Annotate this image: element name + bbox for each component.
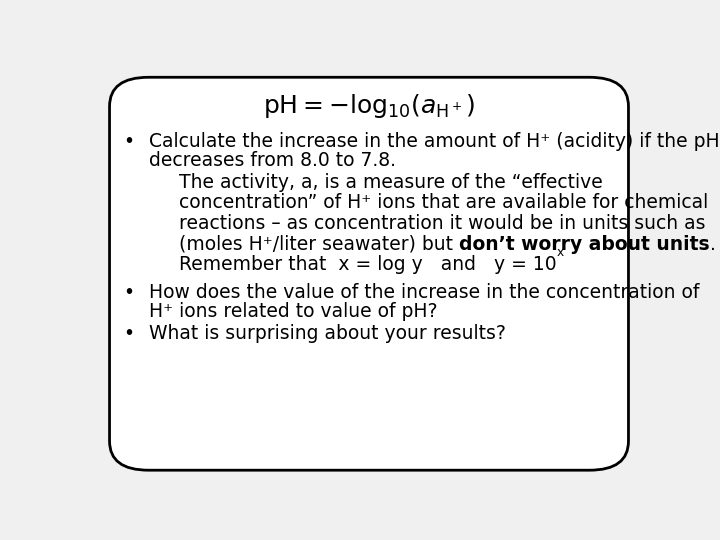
- Text: How does the value of the increase in the concentration of: How does the value of the increase in th…: [148, 283, 699, 302]
- Text: $\mathsf{pH{=}{-}log_{10}(}$$\mathit{a}$$_{\mathsf{H^+}}\mathsf{)}$: $\mathsf{pH{=}{-}log_{10}(}$$\mathit{a}$…: [263, 92, 475, 120]
- Text: concentration” of H⁺ ions that are available for chemical: concentration” of H⁺ ions that are avail…: [179, 193, 708, 212]
- Text: x: x: [557, 246, 564, 259]
- Text: decreases from 8.0 to 7.8.: decreases from 8.0 to 7.8.: [148, 151, 395, 170]
- Text: H⁺ ions related to value of pH?: H⁺ ions related to value of pH?: [148, 301, 437, 321]
- Text: •: •: [124, 132, 135, 151]
- Text: reactions – as concentration it would be in units such as: reactions – as concentration it would be…: [179, 214, 706, 233]
- Text: Remember that  x = log y   and   y = 10: Remember that x = log y and y = 10: [179, 255, 557, 274]
- Text: •: •: [124, 325, 135, 343]
- Text: .: .: [710, 235, 716, 254]
- Text: don’t worry about units: don’t worry about units: [459, 235, 710, 254]
- Text: (moles H⁺/liter seawater) but: (moles H⁺/liter seawater) but: [179, 235, 459, 254]
- Text: The activity, a, is a measure of the “effective: The activity, a, is a measure of the “ef…: [179, 173, 603, 192]
- Text: What is surprising about your results?: What is surprising about your results?: [148, 325, 505, 343]
- Text: Calculate the increase in the amount of H⁺ (acidity) if the pH: Calculate the increase in the amount of …: [148, 132, 719, 151]
- FancyBboxPatch shape: [109, 77, 629, 470]
- Text: •: •: [124, 283, 135, 302]
